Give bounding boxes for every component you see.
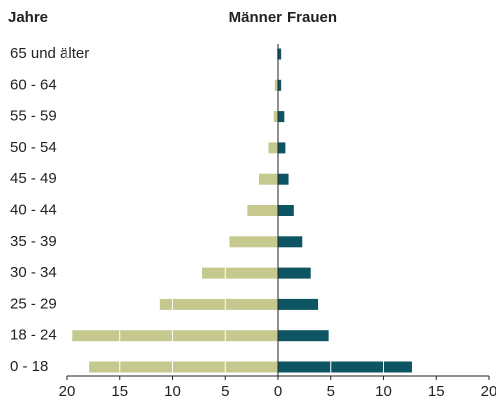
bar [278,173,289,185]
bar [268,142,278,154]
bar [274,79,278,91]
bar [202,267,278,279]
x-tick-label: 15 [111,383,128,400]
bar [72,330,279,342]
x-tick-label: 20 [59,383,76,400]
bar [247,205,278,216]
bar [278,330,329,342]
bar [278,205,294,216]
bar [259,173,278,185]
y-tick-label: 35 - 39 [10,233,57,250]
bar [159,298,278,310]
bar [276,48,278,60]
y-tick-label: 30 - 34 [10,264,57,281]
legend-entry: Frauen [287,9,337,26]
y-tick-label: 55 - 59 [10,108,57,125]
y-tick-label: 25 - 29 [10,295,57,312]
bar [278,48,282,60]
bar [278,267,311,279]
bar [278,79,282,91]
y-tick-label: 40 - 44 [10,201,57,218]
bar [278,298,319,310]
x-tick-label: 5 [327,383,335,400]
y-tick-label: 0 - 18 [10,358,48,375]
x-tick-label: 10 [375,383,392,400]
y-tick-label: 60 - 64 [10,76,57,93]
bar [229,236,278,248]
bar [278,361,412,373]
x-tick-label: 10 [164,383,181,400]
axis-title: Jahre [8,9,48,26]
legend-entry: Männer [229,9,283,26]
bar [273,111,278,123]
bar [278,142,286,154]
y-tick-label: 50 - 54 [10,139,57,156]
x-tick-label: 5 [221,383,229,400]
x-tick-label: 20 [481,383,496,400]
bar [89,361,278,373]
y-tick-label: 65 und älter [10,45,89,62]
bar [278,236,303,248]
y-tick-label: 18 - 24 [10,327,57,344]
bar [278,111,285,123]
x-tick-label: 0 [274,383,282,400]
x-tick-label: 15 [428,383,445,400]
y-tick-label: 45 - 49 [10,170,57,187]
